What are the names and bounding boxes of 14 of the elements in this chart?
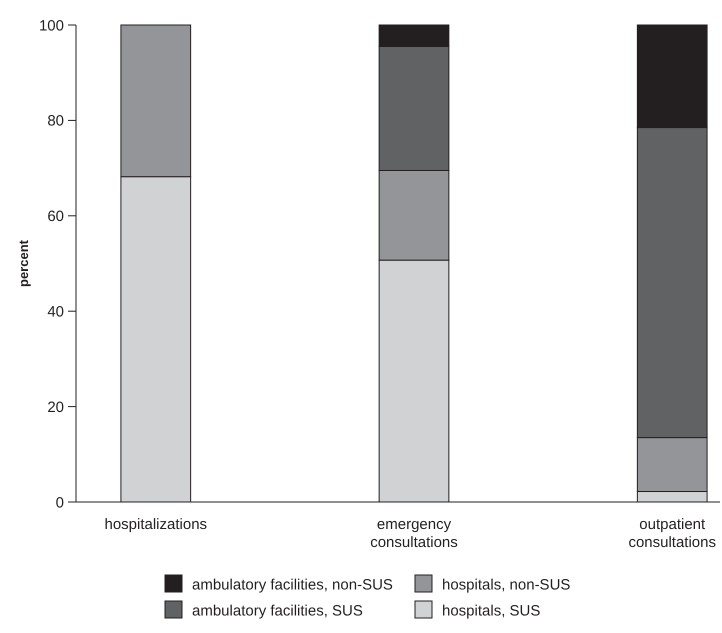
x-tick-label: outpatient consultations <box>628 516 716 551</box>
y-tick-label: 80 <box>47 112 64 130</box>
y-tick-label: 20 <box>47 398 64 416</box>
x-tick-label: emergency consultations <box>370 516 458 551</box>
legend-label: ambulatory facilities, non-SUS <box>192 576 393 594</box>
x-tick-label: hospitalizations <box>104 516 208 533</box>
legend-label: ambulatory facilities, SUS <box>192 602 363 620</box>
y-axis-title: percent <box>16 239 31 287</box>
legend-label: hospitals, non-SUS <box>442 576 570 594</box>
legend-label: hospitals, SUS <box>442 602 540 620</box>
y-tick-label: 100 <box>38 17 64 34</box>
y-tick-label: 60 <box>47 208 64 226</box>
y-tick-label: 0 <box>56 494 64 512</box>
y-tick-label: 40 <box>47 303 64 320</box>
